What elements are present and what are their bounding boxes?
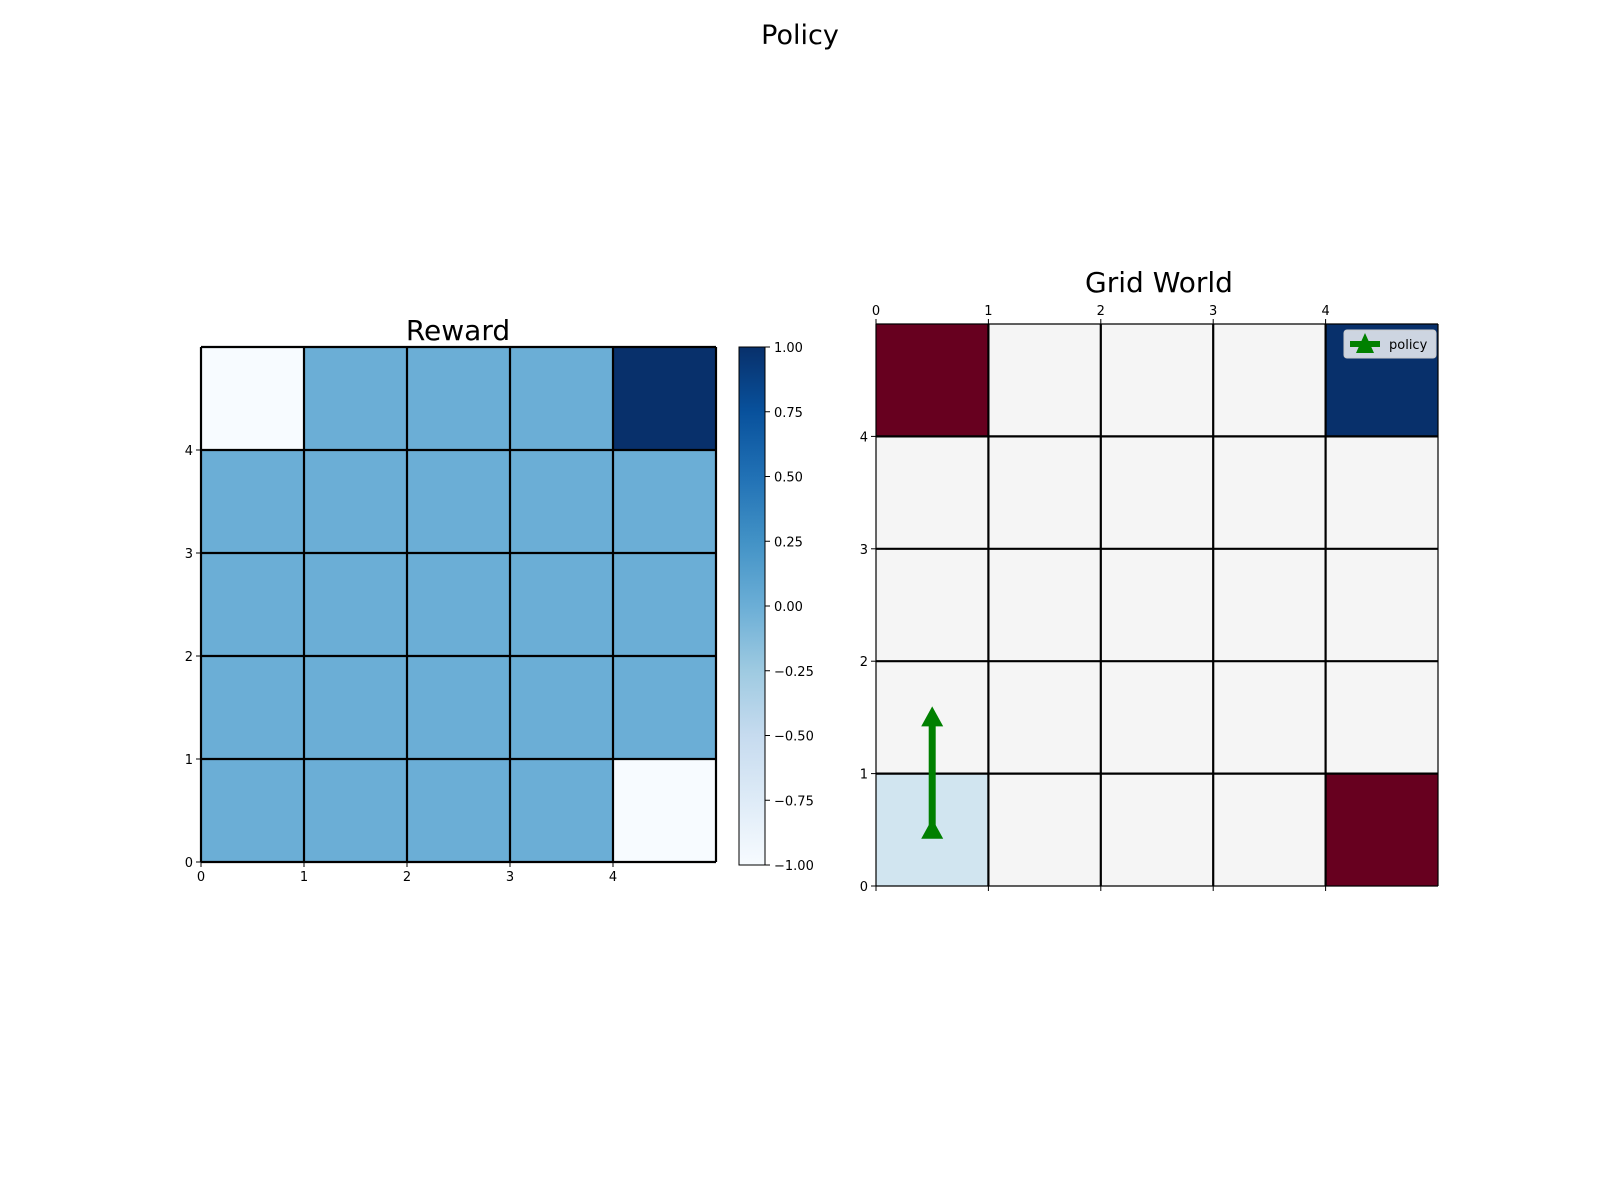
colorbar-tick-label: −0.75: [774, 794, 814, 809]
grid-world-cell-empty: [988, 436, 1101, 549]
grid-world-x-tick-label: 0: [872, 304, 880, 319]
reward-cell: [613, 450, 716, 553]
reward-y-tick-label: 1: [185, 753, 193, 768]
colorbar-tick-label: 0.75: [774, 406, 803, 421]
reward-y-tick-label: 0: [185, 856, 193, 871]
grid-world-x-tick-label: 4: [1321, 304, 1329, 319]
grid-world-title: Grid World: [1085, 266, 1233, 299]
legend-triangle-icon: [1356, 333, 1374, 353]
reward-cell: [201, 450, 304, 553]
reward-cell: [510, 553, 613, 656]
reward-cell: [304, 759, 407, 862]
grid-world-cell-empty: [1213, 324, 1326, 437]
reward-cells: [201, 347, 716, 862]
grid-world-cell-empty: [988, 661, 1101, 774]
grid-world-y-axis: 0 1 2 3 4: [860, 430, 876, 895]
reward-title: Reward: [406, 314, 510, 347]
reward-y-tick-label: 2: [185, 650, 193, 665]
grid-world-x-tick-label: 3: [1209, 304, 1217, 319]
grid-world-y-tick-label: 1: [860, 768, 868, 783]
reward-cell: [304, 553, 407, 656]
grid-world-cell-empty: [1100, 661, 1214, 774]
reward-y-tick-label: 4: [185, 444, 193, 459]
colorbar-tick-label: 0.25: [774, 535, 803, 550]
reward-cell: [201, 347, 304, 450]
policy-start-marker: [921, 818, 944, 839]
grid-world-gridlines: [875, 323, 1439, 887]
grid-world-cells: [876, 324, 1438, 886]
reward-x-tick-label: 3: [506, 870, 514, 885]
grid-world-cell-empty: [1213, 548, 1326, 662]
reward-cell: [613, 347, 716, 450]
grid-world-cell-empty: [988, 548, 1101, 662]
reward-colorbar: 1.00 0.75 0.50 0.25 0.00 −0.25 −0.50 −0.75 −1.00: [738, 341, 814, 874]
grid-world-cell-empty: [1100, 436, 1214, 549]
colorbar-gradient: [738, 346, 766, 866]
reward-cell: [201, 553, 304, 656]
reward-cell: [510, 759, 613, 862]
reward-x-tick-label: 2: [403, 870, 411, 885]
colorbar-tick-label: 0.00: [774, 600, 803, 615]
figure-title: Policy: [761, 20, 839, 51]
grid-world-cell-empty: [988, 773, 1101, 886]
reward-x-tick-label: 1: [300, 870, 308, 885]
reward-cell: [407, 347, 510, 450]
reward-cell: [510, 347, 613, 450]
reward-cell: [304, 656, 407, 759]
reward-cell: [304, 347, 407, 450]
legend-label: policy: [1389, 338, 1428, 353]
grid-world-y-tick-label: 3: [860, 543, 868, 558]
grid-world-chart: Grid World 0 1 2 3 4 0 1 2 3 4 policy: [860, 266, 1439, 895]
grid-world-cell-empty: [1213, 436, 1326, 549]
reward-x-tick-label: 4: [609, 870, 617, 885]
reward-cell: [613, 759, 716, 862]
grid-world-y-tick-label: 4: [860, 430, 868, 445]
grid-world-cell-empty: [1213, 773, 1326, 886]
legend: policy: [1343, 329, 1437, 359]
reward-cell: [304, 450, 407, 553]
grid-world-cell-hazard: [1325, 773, 1438, 886]
grid-world-cell-empty: [1100, 324, 1214, 437]
grid-world-cell-empty: [1213, 661, 1326, 774]
colorbar-ticks: 1.00 0.75 0.50 0.25 0.00 −0.25 −0.50 −0.75 −1.00: [765, 341, 814, 874]
grid-world-cell-empty: [1100, 548, 1214, 662]
reward-cell: [407, 450, 510, 553]
grid-world-x-tick-label: 2: [1097, 304, 1105, 319]
grid-world-cell-empty: [1325, 661, 1438, 774]
grid-world-x-tick-label: 1: [984, 304, 992, 319]
reward-cell: [613, 656, 716, 759]
grid-world-y-tick-label: 0: [860, 880, 868, 895]
policy-arrow: [921, 706, 944, 839]
policy-arrowhead: [921, 706, 944, 727]
reward-y-axis: 0 1 2 3 4: [185, 444, 201, 871]
colorbar-tick-label: 0.50: [774, 471, 803, 486]
reward-cell: [201, 759, 304, 862]
grid-world-y-tick-label: 2: [860, 655, 868, 670]
colorbar-tick-label: 1.00: [774, 341, 803, 356]
colorbar-tick-label: −0.50: [774, 730, 814, 745]
grid-world-cell-hazard: [876, 324, 989, 437]
reward-cell: [510, 450, 613, 553]
reward-cell: [407, 553, 510, 656]
grid-world-cell-empty: [876, 436, 989, 549]
colorbar-tick-label: −1.00: [774, 859, 814, 874]
reward-cell: [510, 656, 613, 759]
reward-x-axis: 0 1 2 3 4: [197, 862, 617, 885]
grid-world-cell-empty: [1325, 548, 1438, 662]
reward-chart: Reward 0 1 2 3 4 0 1 2 3 4: [185, 314, 718, 885]
colorbar-tick-label: −0.25: [774, 665, 814, 680]
reward-cell: [407, 656, 510, 759]
grid-world-cell-empty: [1100, 773, 1214, 886]
reward-cell: [201, 656, 304, 759]
reward-gridlines: [199, 345, 718, 864]
reward-cell: [613, 553, 716, 656]
reward-cell: [407, 759, 510, 862]
grid-world-cell-empty: [988, 324, 1101, 437]
reward-y-tick-label: 3: [185, 547, 193, 562]
grid-world-cell-empty: [876, 548, 989, 662]
reward-x-tick-label: 0: [197, 870, 205, 885]
grid-world-cell-empty: [1325, 436, 1438, 549]
grid-world-x-axis: 0 1 2 3 4: [872, 304, 1330, 891]
